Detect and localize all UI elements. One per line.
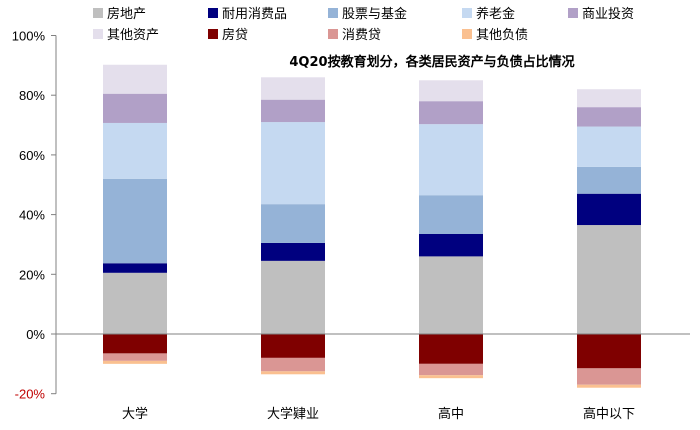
bar-segment <box>103 272 167 334</box>
bar-segment <box>103 353 167 361</box>
bar-segment <box>577 193 641 226</box>
bar-segment <box>419 195 483 235</box>
bar-segment <box>261 357 325 372</box>
bar-segment <box>103 122 167 179</box>
bar-segment <box>261 122 325 205</box>
legend-swatch <box>462 8 472 18</box>
legend-label: 其他资产 <box>107 28 159 43</box>
legend-swatch <box>208 29 218 39</box>
bar-segment <box>261 371 325 375</box>
category-label: 大学肄业 <box>267 406 319 422</box>
bar-segment <box>103 178 167 264</box>
bar-segment <box>577 126 641 167</box>
category-label: 高中以下 <box>583 406 635 422</box>
legend-label: 其他负债 <box>476 28 528 43</box>
bar-segment <box>103 64 167 94</box>
y-tick-label: -20% <box>15 387 46 402</box>
bar-segment <box>419 256 483 334</box>
bar-segment <box>419 234 483 257</box>
y-tick-label: 0% <box>26 327 45 342</box>
bar-segment <box>103 93 167 123</box>
bar-segment <box>419 363 483 376</box>
bar-segment <box>419 80 483 102</box>
y-tick-label: 100% <box>12 29 46 44</box>
bar-segment <box>577 384 641 388</box>
bar-segment <box>577 89 641 108</box>
bar-segment <box>419 124 483 196</box>
bar-segment <box>577 166 641 194</box>
bar-segment <box>261 204 325 243</box>
legend-label: 商业投资 <box>582 6 634 22</box>
legend-swatch <box>93 29 103 39</box>
bar-segment <box>103 263 167 273</box>
bar-segment <box>577 368 641 385</box>
bar-segment <box>103 360 167 364</box>
bar-segment <box>103 334 167 354</box>
x-axis: 大学 大学肄业 高中 高中以下 <box>56 333 690 422</box>
y-tick-label: 20% <box>19 267 45 282</box>
bar-segment <box>577 334 641 369</box>
legend-label: 房地产 <box>107 6 146 22</box>
legend-swatch <box>568 8 578 18</box>
legend-label: 养老金 <box>476 6 515 22</box>
bar-segment <box>261 334 325 358</box>
category-label: 高中 <box>438 406 464 422</box>
bar-segment <box>577 225 641 334</box>
y-tick-label: 80% <box>19 88 45 103</box>
bar-segment <box>261 77 325 100</box>
y-axis: -20% 0% 20% 40% 60% 80% 100% <box>12 29 57 402</box>
bars <box>103 64 641 388</box>
bar-segment <box>419 375 483 379</box>
legend-swatch <box>328 8 338 18</box>
bar-segment <box>261 242 325 261</box>
legend-label: 房贷 <box>222 27 248 43</box>
chart-title: 4Q20按教育划分，各类居民资产与负债占比情况 <box>289 54 574 70</box>
legend-swatch <box>328 29 338 39</box>
legend-label: 耐用消费品 <box>222 7 287 22</box>
bar-segment <box>261 99 325 123</box>
bar-segment <box>419 101 483 125</box>
bar-segment <box>577 107 641 127</box>
y-tick-label: 40% <box>19 208 45 223</box>
bar-segment <box>419 334 483 364</box>
legend-swatch <box>93 8 103 18</box>
bar-segment <box>261 260 325 334</box>
y-tick-label: 60% <box>19 148 45 163</box>
legend-label: 股票与基金 <box>342 6 407 22</box>
legend-label: 消费贷 <box>342 28 381 43</box>
legend-swatch <box>462 29 472 39</box>
legend-swatch <box>208 8 218 18</box>
category-label: 大学 <box>122 406 148 422</box>
